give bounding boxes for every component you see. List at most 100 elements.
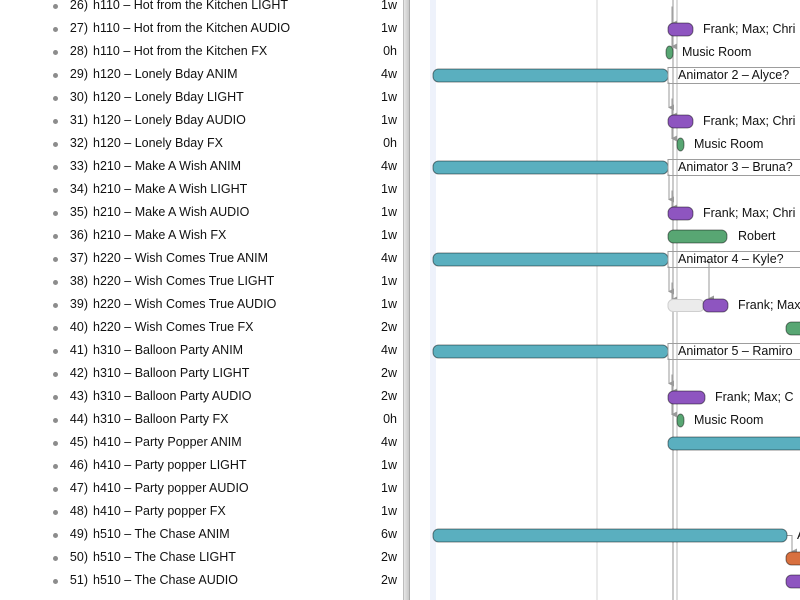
- bullet-icon: [53, 556, 58, 561]
- task-row[interactable]: 29) h120 – Lonely Bday ANIM 4w: [0, 64, 403, 87]
- anim-bar[interactable]: [432, 344, 669, 359]
- task-duration: 2w: [381, 550, 397, 564]
- task-duration: 1w: [381, 297, 397, 311]
- task-row[interactable]: 32) h120 – Lonely Bday FX 0h: [0, 133, 403, 156]
- bullet-icon: [53, 303, 58, 308]
- task-row[interactable]: 35) h210 – Make A Wish AUDIO 1w: [0, 202, 403, 225]
- task-row[interactable]: 50) h510 – The Chase LIGHT 2w: [0, 547, 403, 570]
- task-row[interactable]: 43) h310 – Balloon Party AUDIO 2w: [0, 386, 403, 409]
- task-row[interactable]: 39) h220 – Wish Comes True AUDIO 1w: [0, 294, 403, 317]
- task-duration: 0h: [383, 412, 397, 426]
- task-name: h510 – The Chase AUDIO: [93, 573, 238, 587]
- gantt-bar-label: Animator 4 – Kyle?: [678, 251, 784, 266]
- task-row[interactable]: 33) h210 – Make A Wish ANIM 4w: [0, 156, 403, 179]
- fx-bar[interactable]: [665, 45, 674, 60]
- audio-bar[interactable]: [702, 298, 729, 313]
- task-row[interactable]: 26) h110 – Hot from the Kitchen LIGHT 1w: [0, 0, 403, 18]
- audio-bar[interactable]: [667, 22, 694, 37]
- task-number: 46): [69, 458, 88, 472]
- task-row[interactable]: 40) h220 – Wish Comes True FX 2w: [0, 317, 403, 340]
- task-name: h310 – Balloon Party AUDIO: [93, 389, 252, 403]
- anim-bar[interactable]: [432, 252, 669, 267]
- task-duration: 2w: [381, 366, 397, 380]
- fx-bar[interactable]: [676, 413, 685, 428]
- anim-bar[interactable]: [432, 528, 788, 543]
- task-name: h120 – Lonely Bday FX: [93, 136, 223, 150]
- gantt-label-frame: [667, 67, 800, 84]
- task-row[interactable]: 31) h120 – Lonely Bday AUDIO 1w: [0, 110, 403, 133]
- task-row[interactable]: 30) h120 – Lonely Bday LIGHT 1w: [0, 87, 403, 110]
- task-name: h410 – Party popper FX: [93, 504, 226, 518]
- task-row[interactable]: 27) h110 – Hot from the Kitchen AUDIO 1w: [0, 18, 403, 41]
- audio-bar[interactable]: [667, 114, 694, 129]
- task-number: 34): [69, 182, 88, 196]
- bullet-icon: [53, 73, 58, 78]
- light-bar[interactable]: [785, 551, 800, 566]
- bullet-icon: [53, 142, 58, 147]
- bullet-icon: [53, 418, 58, 423]
- fx-bar[interactable]: [667, 229, 728, 244]
- fx-bar[interactable]: [785, 321, 800, 336]
- task-row[interactable]: 46) h410 – Party popper LIGHT 1w: [0, 455, 403, 478]
- task-number: 27): [69, 21, 88, 35]
- gantt-bar-label: Frank; Max: [738, 297, 800, 312]
- task-duration: 1w: [381, 228, 397, 242]
- task-number: 47): [69, 481, 88, 495]
- task-row[interactable]: 41) h310 – Balloon Party ANIM 4w: [0, 340, 403, 363]
- bullet-icon: [53, 395, 58, 400]
- task-number: 49): [69, 527, 88, 541]
- task-name: h110 – Hot from the Kitchen FX: [93, 44, 268, 58]
- bullet-icon: [53, 280, 58, 285]
- pane-splitter[interactable]: [403, 0, 410, 600]
- gantt-bar-label: Frank; Max; C: [715, 389, 794, 404]
- gantt-bar-label: Animator 2 – Alyce?: [678, 67, 790, 82]
- task-name: h210 – Make A Wish ANIM: [93, 159, 241, 173]
- task-number: 43): [69, 389, 88, 403]
- gantt-bar-label: Animator 3 – Bruna?: [678, 159, 793, 174]
- gantt-bar-label: Music Room: [682, 44, 752, 59]
- task-number: 35): [69, 205, 88, 219]
- bullet-icon: [53, 119, 58, 124]
- fx-bar[interactable]: [676, 137, 685, 152]
- anim-bar[interactable]: [432, 68, 669, 83]
- task-row[interactable]: 51) h510 – The Chase AUDIO 2w: [0, 570, 403, 593]
- bullet-icon: [53, 349, 58, 354]
- audio-bar[interactable]: [667, 390, 706, 405]
- gantt-bar-label: Animator 5 – Ramiro: [678, 343, 793, 358]
- task-name: h120 – Lonely Bday ANIM: [93, 67, 238, 81]
- task-name: h310 – Balloon Party ANIM: [93, 343, 244, 357]
- task-name: h120 – Lonely Bday AUDIO: [93, 113, 246, 127]
- task-name: h410 – Party Popper ANIM: [93, 435, 242, 449]
- task-number: 33): [69, 159, 88, 173]
- task-name: h220 – Wish Comes True LIGHT: [93, 274, 275, 288]
- task-row[interactable]: 34) h210 – Make A Wish LIGHT 1w: [0, 179, 403, 202]
- task-row[interactable]: 45) h410 – Party Popper ANIM 4w: [0, 432, 403, 455]
- gantt-bar-label: Robert: [738, 228, 776, 243]
- task-row[interactable]: 37) h220 – Wish Comes True ANIM 4w: [0, 248, 403, 271]
- task-number: 37): [69, 251, 88, 265]
- task-number: 42): [69, 366, 88, 380]
- gantt-bar-label: Music Room: [694, 412, 764, 427]
- task-row[interactable]: 38) h220 – Wish Comes True LIGHT 1w: [0, 271, 403, 294]
- task-name: h110 – Hot from the Kitchen AUDIO: [93, 21, 291, 35]
- task-row[interactable]: 44) h310 – Balloon Party FX 0h: [0, 409, 403, 432]
- task-row[interactable]: 49) h510 – The Chase ANIM 6w: [0, 524, 403, 547]
- task-row[interactable]: 47) h410 – Party popper AUDIO 1w: [0, 478, 403, 501]
- task-number: 30): [69, 90, 88, 104]
- bullet-icon: [53, 372, 58, 377]
- audio-bar[interactable]: [785, 574, 800, 589]
- audio-bar[interactable]: [667, 206, 694, 221]
- task-duration: 1w: [381, 113, 397, 127]
- task-row[interactable]: 42) h310 – Balloon Party LIGHT 2w: [0, 363, 403, 386]
- anim-bar[interactable]: [432, 160, 669, 175]
- task-name: h210 – Make A Wish AUDIO: [93, 205, 250, 219]
- task-row[interactable]: 28) h110 – Hot from the Kitchen FX 0h: [0, 41, 403, 64]
- task-name: h120 – Lonely Bday LIGHT: [93, 90, 244, 104]
- bullet-icon: [53, 257, 58, 262]
- bullet-icon: [53, 27, 58, 32]
- task-duration: 1w: [381, 481, 397, 495]
- anim-bar[interactable]: [667, 436, 800, 451]
- bullet-icon: [53, 487, 58, 492]
- task-row[interactable]: 48) h410 – Party popper FX 1w: [0, 501, 403, 524]
- task-row[interactable]: 36) h210 – Make A Wish FX 1w: [0, 225, 403, 248]
